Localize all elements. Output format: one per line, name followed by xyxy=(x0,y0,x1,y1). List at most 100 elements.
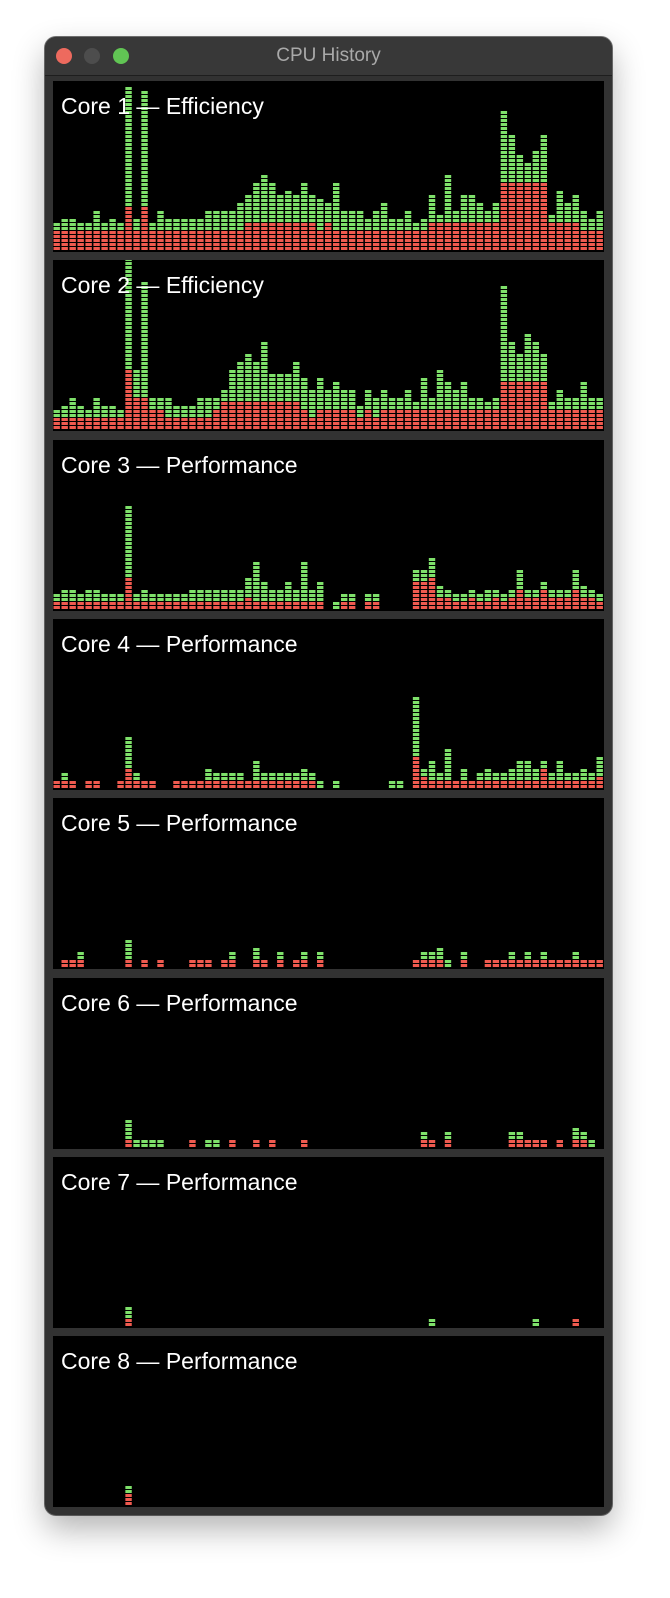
system-segment xyxy=(508,390,516,393)
user-segment xyxy=(325,207,332,210)
zoom-icon[interactable] xyxy=(113,48,129,64)
system-segment xyxy=(253,239,260,242)
user-segment xyxy=(213,215,220,218)
system-segment xyxy=(293,227,300,230)
system-segment xyxy=(61,247,68,250)
system-segment xyxy=(340,247,348,250)
usage-bar xyxy=(317,199,324,250)
user-segment xyxy=(428,402,436,405)
system-segment xyxy=(85,247,92,250)
system-segment xyxy=(277,785,284,788)
system-segment xyxy=(285,235,292,238)
user-segment xyxy=(285,219,292,222)
system-segment xyxy=(452,247,460,250)
user-segment xyxy=(125,366,132,369)
user-segment xyxy=(221,394,228,397)
usage-bar xyxy=(572,1128,579,1147)
user-segment xyxy=(556,390,563,393)
system-segment xyxy=(516,199,524,202)
usage-bar xyxy=(101,223,108,250)
user-segment xyxy=(245,582,252,585)
usage-bar xyxy=(221,590,228,609)
close-icon[interactable] xyxy=(56,48,72,64)
usage-bar xyxy=(197,590,204,609)
user-segment xyxy=(436,777,444,780)
usage-bar xyxy=(205,769,212,788)
user-segment xyxy=(301,187,308,190)
system-segment xyxy=(245,247,252,250)
user-segment xyxy=(125,558,132,561)
system-segment xyxy=(460,418,468,421)
user-segment xyxy=(500,151,508,154)
user-segment xyxy=(572,574,579,577)
user-segment xyxy=(285,394,292,397)
user-segment xyxy=(516,362,524,365)
system-segment xyxy=(205,781,212,784)
system-segment xyxy=(540,203,548,206)
minimize-icon[interactable] xyxy=(84,48,100,64)
system-segment xyxy=(157,602,164,605)
system-segment xyxy=(253,1140,260,1143)
user-segment xyxy=(61,594,68,597)
user-segment xyxy=(285,598,292,601)
user-segment xyxy=(125,270,132,273)
user-segment xyxy=(436,390,444,393)
system-segment xyxy=(53,602,60,605)
system-segment xyxy=(189,960,196,963)
user-segment xyxy=(293,378,300,381)
system-segment xyxy=(508,211,516,214)
user-segment xyxy=(444,219,452,222)
user-segment xyxy=(261,598,268,601)
system-segment xyxy=(125,398,132,401)
user-segment xyxy=(404,406,412,409)
system-segment xyxy=(261,785,268,788)
user-segment xyxy=(340,211,348,214)
system-segment xyxy=(460,785,468,788)
system-segment xyxy=(125,382,132,385)
user-segment xyxy=(141,358,148,361)
usage-bar xyxy=(325,390,332,429)
user-segment xyxy=(460,406,468,409)
user-segment xyxy=(596,769,603,772)
system-segment xyxy=(181,606,188,609)
system-segment xyxy=(428,414,436,417)
user-segment xyxy=(157,598,164,601)
system-segment xyxy=(277,964,284,967)
user-segment xyxy=(277,598,284,601)
user-segment xyxy=(556,394,563,397)
system-segment xyxy=(452,781,460,784)
user-segment xyxy=(245,219,252,222)
system-segment xyxy=(524,1144,532,1147)
system-segment xyxy=(484,247,492,250)
user-segment xyxy=(213,402,220,405)
system-segment xyxy=(317,426,324,429)
system-segment xyxy=(93,247,100,250)
user-segment xyxy=(293,366,300,369)
usage-bar xyxy=(253,1140,260,1147)
usage-bar xyxy=(412,223,420,250)
system-segment xyxy=(508,785,516,788)
user-segment xyxy=(325,394,332,397)
user-segment xyxy=(548,219,555,222)
user-segment xyxy=(500,326,508,329)
user-segment xyxy=(237,378,244,381)
user-segment xyxy=(245,366,252,369)
system-segment xyxy=(492,598,500,601)
system-segment xyxy=(388,410,396,413)
title-bar[interactable]: CPU History xyxy=(45,37,612,76)
usage-bar xyxy=(125,506,132,609)
usage-bar xyxy=(245,195,252,250)
usage-bar xyxy=(388,398,396,429)
user-segment xyxy=(141,99,148,102)
user-segment xyxy=(404,223,412,226)
user-segment xyxy=(125,159,132,162)
user-segment xyxy=(484,598,492,601)
system-segment xyxy=(237,422,244,425)
system-segment xyxy=(77,231,84,234)
system-segment xyxy=(524,398,532,401)
system-segment xyxy=(141,211,148,214)
system-segment xyxy=(476,227,484,230)
system-segment xyxy=(189,781,196,784)
system-segment xyxy=(572,598,579,601)
user-segment xyxy=(317,207,324,210)
